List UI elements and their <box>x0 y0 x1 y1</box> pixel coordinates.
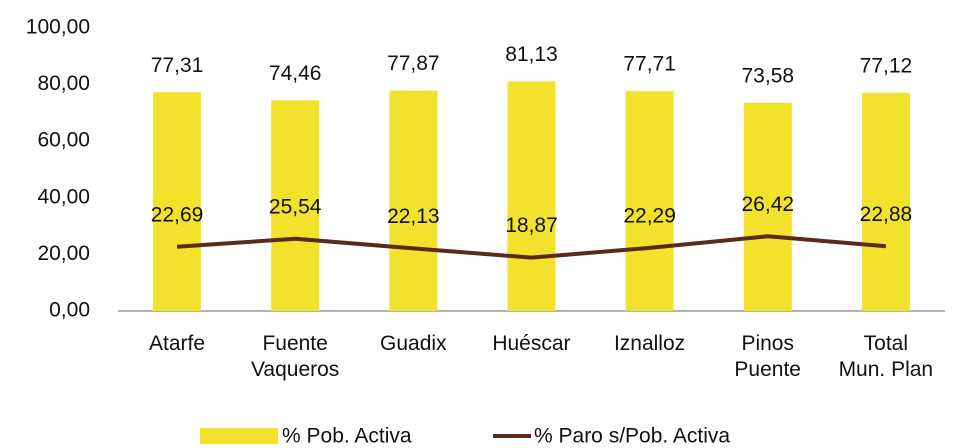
data-label: 18,87 <box>505 214 558 237</box>
data-label: 22,88 <box>860 203 913 226</box>
x-tick-label: Guadix <box>380 332 447 355</box>
x-tick-label: Atarfe <box>148 332 206 355</box>
x-tick-label: Iznalloz <box>613 332 686 355</box>
y-tick-label: 20,00 <box>37 242 90 265</box>
x-tick-label: Huéscar <box>492 332 571 355</box>
data-label: 77,31 <box>151 54 204 77</box>
y-tick-label: 40,00 <box>37 185 90 208</box>
data-label: 77,87 <box>387 52 440 75</box>
data-label: 74,46 <box>269 62 322 85</box>
y-tick-label: 100,00 <box>26 16 90 39</box>
data-label: 73,58 <box>742 64 795 87</box>
bar <box>271 100 320 311</box>
data-label: 22,69 <box>151 203 204 226</box>
y-tick-label: 80,00 <box>37 72 90 95</box>
data-label: 22,29 <box>623 204 676 227</box>
legend-label: % Paro s/Pob. Activa <box>534 425 730 448</box>
bar <box>625 91 674 311</box>
data-label: 22,13 <box>387 205 440 228</box>
bar <box>507 81 556 311</box>
x-tick-label: Total Mun. Plan <box>838 332 934 381</box>
x-tick-label: Fuente Vaqueros <box>250 332 340 381</box>
bar <box>861 92 910 311</box>
bar <box>153 92 202 311</box>
x-tick-label: Pinos Puente <box>734 332 801 381</box>
legend-label: % Pob. Activa <box>282 425 412 448</box>
data-label: 77,12 <box>860 54 913 77</box>
bar <box>389 90 438 311</box>
line <box>176 234 887 260</box>
data-label: 26,42 <box>742 193 795 216</box>
data-label: 25,54 <box>269 195 322 218</box>
legend-swatch <box>200 428 278 444</box>
bar <box>743 102 792 311</box>
y-tick-label: 0,00 <box>49 299 90 322</box>
y-tick-label: 60,00 <box>37 129 90 152</box>
data-label: 81,13 <box>505 43 558 66</box>
data-label: 77,71 <box>623 53 676 76</box>
